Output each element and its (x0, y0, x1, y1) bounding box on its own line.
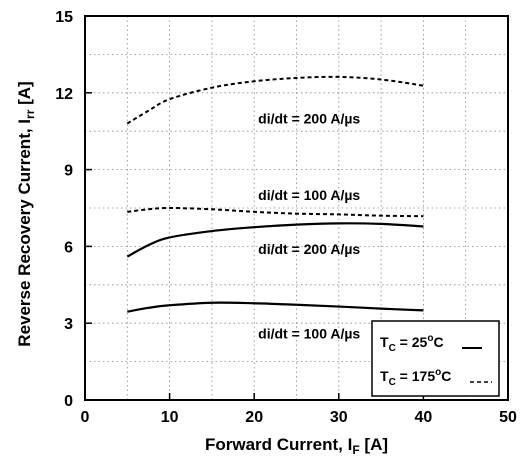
legend-0-sup: o (427, 333, 433, 344)
y-tick-label: 9 (64, 163, 73, 180)
series-line-1 (126, 222, 424, 258)
series-lines (126, 75, 424, 313)
legend-entry-175c: TC = 175oC (380, 367, 451, 388)
x-axis-title: Forward Current, IF [A] (205, 435, 388, 457)
x-tick-label: 30 (330, 409, 348, 426)
annotation-label: di/dt = 100 A/µs (258, 325, 360, 341)
legend-1-unit: C (441, 368, 451, 384)
y-axis-title-main: Reverse Recovery Current, I (15, 119, 34, 347)
y-axis-title-unit: [A] (15, 81, 34, 109)
legend-0-unit: C (433, 334, 443, 350)
x-tick-label: 10 (161, 409, 179, 426)
x-axis-title-unit: [A] (360, 435, 388, 454)
legend-0-value: = 25 (396, 334, 428, 350)
x-tick-label: 50 (499, 409, 517, 426)
series-line-3 (126, 75, 424, 125)
y-tick-label: 3 (64, 316, 73, 333)
annotation-label: di/dt = 200 A/µs (258, 241, 360, 257)
y-tick-label: 12 (55, 86, 73, 103)
x-tick-label: 40 (415, 409, 433, 426)
x-axis-title-sub: F (352, 443, 359, 457)
x-axis-title-main: Forward Current, I (205, 435, 352, 454)
legend-0-prefix: T (380, 334, 389, 350)
axis-ticks: 0 10 20 30 40 50 0 3 6 9 12 15 (55, 9, 517, 426)
legend-1-sup: o (435, 367, 441, 378)
y-axis-title: Reverse Recovery Current, Irr [A] (15, 81, 37, 346)
legend-0-sub: C (389, 343, 396, 354)
annotation-label: di/dt = 100 A/µs (258, 187, 360, 203)
plot-frame (84, 15, 509, 401)
series-line-2 (127, 206, 424, 218)
legend-1-value: = 175 (396, 368, 436, 384)
legend-entry-25c: TC = 25oC (380, 333, 444, 354)
annotations: di/dt = 200 A/µs di/dt = 100 A/µs di/dt = … (258, 110, 360, 341)
legend-1-sub: C (389, 377, 396, 388)
y-tick-label: 6 (64, 239, 73, 256)
legend: TC = 25oC TC = 175oC (371, 320, 500, 397)
legend-box (371, 320, 500, 397)
x-tick-label: 20 (245, 409, 263, 426)
y-tick-label: 15 (55, 9, 73, 26)
y-axis-title-sub: rr (23, 109, 37, 119)
y-tick-label: 0 (64, 393, 73, 410)
annotation-label: di/dt = 200 A/µs (258, 110, 360, 126)
series-line-0 (127, 301, 424, 313)
legend-1-prefix: T (380, 368, 389, 384)
x-tick-label: 0 (81, 409, 90, 426)
